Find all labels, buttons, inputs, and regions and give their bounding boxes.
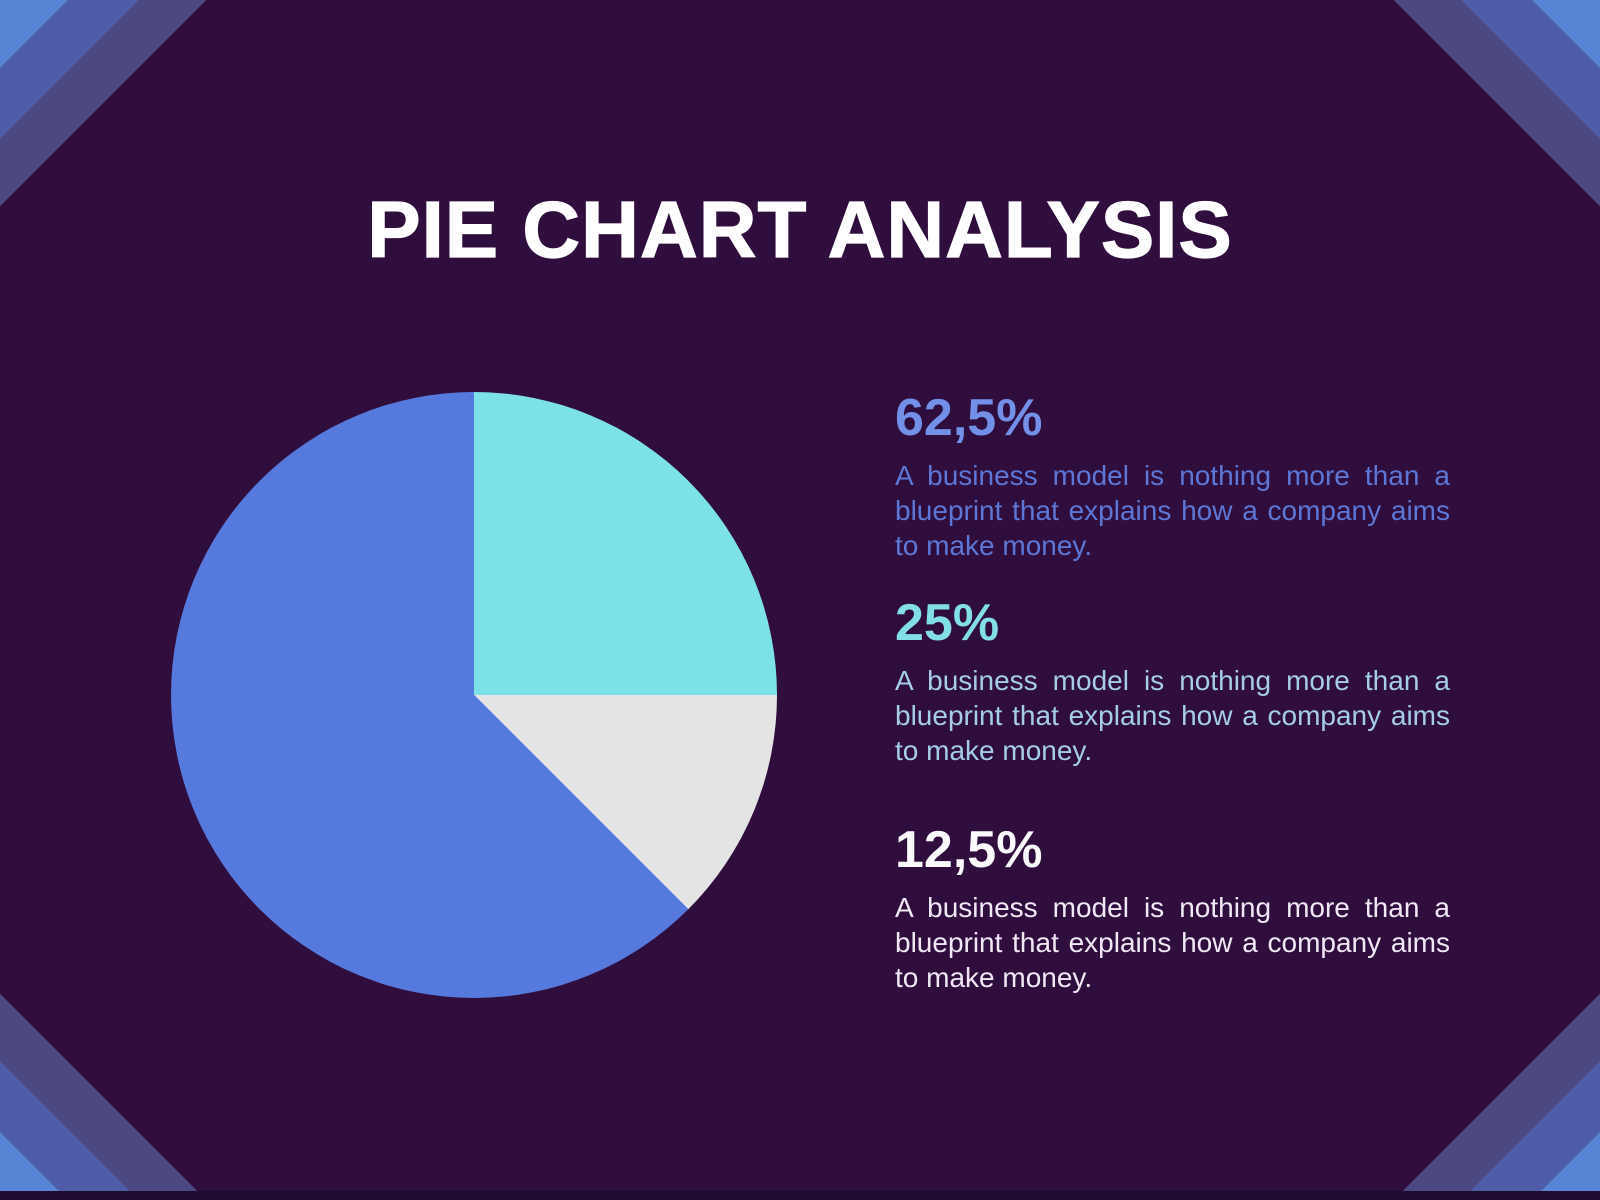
stats-column: 62,5% A business model is nothing more t… [895,0,1450,1200]
stat-block-62-5: 62,5% A business model is nothing more t… [895,392,1450,563]
corner-stripes-bottom-left [0,988,212,1200]
corner-stripes-top-left [0,0,212,212]
page-title: PIE CHART ANALYSIS [367,185,1233,274]
stat-block-12-5: 12,5% A business model is nothing more t… [895,824,1450,995]
pie-chart [171,392,777,998]
stat-description: A business model is nothing more than a … [895,460,1450,561]
stat-description: A business model is nothing more than a … [895,892,1450,993]
stat-percent: 62,5% [895,389,1043,447]
stat-percent: 12,5% [895,821,1043,879]
bottom-edge-bar [0,1191,1600,1200]
stat-description: A business model is nothing more than a … [895,665,1450,766]
stat-block-25: 25% A business model is nothing more tha… [895,597,1450,768]
stat-percent: 25% [895,594,1000,652]
